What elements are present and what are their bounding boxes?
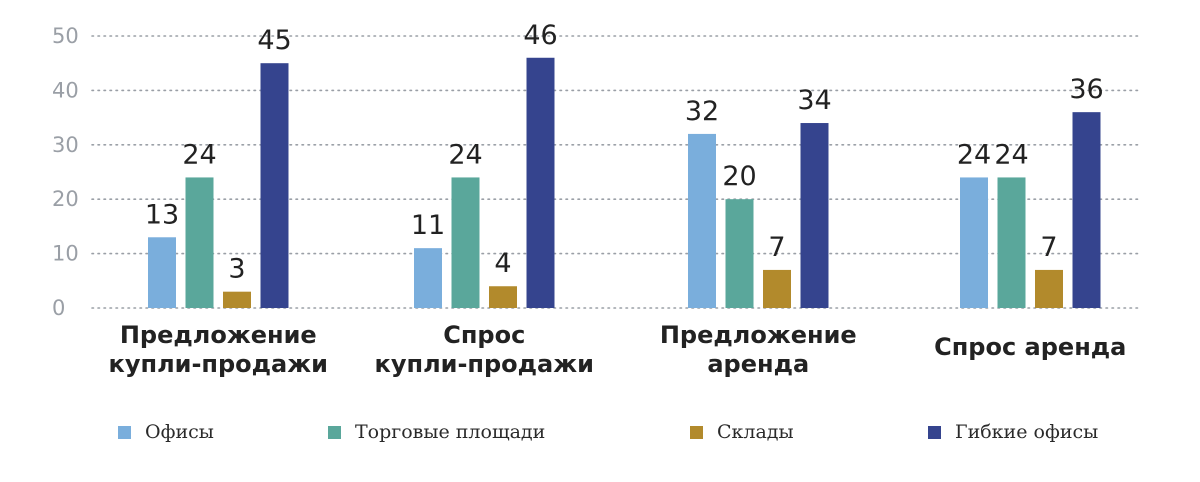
bar [185,177,214,308]
data-label: 24 [957,139,991,170]
bar [1072,112,1101,308]
data-label: 45 [257,25,291,56]
legend-swatch [928,425,941,439]
data-label: 11 [411,210,445,241]
legend-item: Склады [690,415,794,449]
bar [800,123,829,308]
legend-item: Торговые площади [328,415,545,449]
legend-label: Склады [717,421,794,443]
category-label: Предложение [660,321,857,349]
legend-swatch [118,425,131,439]
category-label: Спрос аренда [934,333,1126,361]
data-label: 4 [494,248,511,279]
data-label: 7 [768,232,785,263]
y-tick-label: 20 [52,187,79,211]
bar [148,237,176,308]
y-tick-label: 0 [52,296,65,320]
legend-item: Гибкие офисы [928,415,1098,449]
data-label: 7 [1040,232,1057,263]
y-tick-label: 40 [52,78,79,102]
bar [1035,269,1063,308]
category-label: купли-продажи [375,350,594,378]
bar [223,291,251,308]
data-label: 24 [994,139,1028,170]
bar [451,177,480,308]
data-label: 36 [1069,74,1103,105]
bar [763,269,791,308]
bar [960,177,988,308]
category-label: Спрос [443,321,525,349]
legend-swatch [328,425,341,439]
legend-label: Офисы [145,421,214,443]
data-label: 13 [145,199,179,230]
data-label: 46 [523,20,557,51]
y-tick-label: 30 [52,133,79,157]
legend-label: Торговые площади [355,421,546,443]
category-labels: Предложениекупли-продажиСпроскупли-прода… [109,321,1127,378]
bar [725,199,754,308]
y-axis-ticks: 0 10 20 30 40 50 [52,24,79,320]
bar [260,63,289,309]
data-label: 34 [797,85,831,116]
bar [997,177,1026,308]
data-label: 32 [685,96,719,127]
bar [414,248,442,308]
data-label: 24 [448,139,482,170]
data-label: 24 [182,139,216,170]
data-label: 20 [722,161,756,192]
bar [526,57,555,309]
data-label: 3 [228,254,245,285]
legend: Офисы Торговые площади Склады Гибкие офисы [0,415,1200,449]
legend-label: Гибкие офисы [955,421,1099,443]
bars [148,57,1101,309]
category-label: аренда [707,350,809,378]
category-label: Предложение [120,321,317,349]
y-tick-label: 10 [52,242,79,266]
legend-item: Офисы [118,415,214,449]
legend-swatch [690,425,703,439]
category-label: купли-продажи [109,350,328,378]
bar [688,133,716,308]
bar [489,286,517,308]
y-tick-label: 50 [52,24,79,48]
